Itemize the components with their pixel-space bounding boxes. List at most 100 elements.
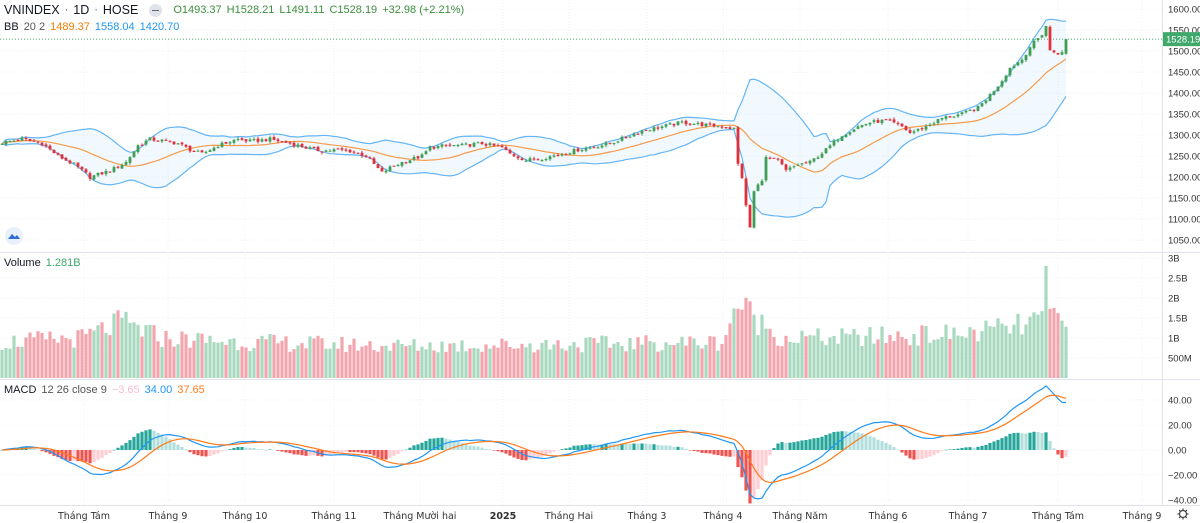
candle-body — [456, 145, 460, 147]
macd-histogram-bar — [444, 438, 448, 450]
macd-histogram-bar — [792, 442, 796, 450]
macd-histogram-bar — [400, 450, 404, 452]
candle — [680, 119, 684, 124]
candle-body — [668, 123, 672, 125]
candle — [284, 140, 288, 144]
macd-histogram-bar — [132, 436, 136, 450]
macd-histogram-bar — [476, 446, 480, 450]
macd-histogram-bar — [288, 450, 292, 454]
macd-histogram-bar — [848, 431, 852, 450]
candle — [472, 141, 476, 148]
candle-body — [852, 129, 856, 132]
macd-histogram-bar — [452, 440, 456, 450]
candle — [292, 141, 296, 148]
logo-icon[interactable] — [5, 227, 23, 245]
candle — [692, 123, 696, 125]
volume-bar — [20, 346, 24, 378]
candle — [64, 156, 68, 162]
volume-bar — [440, 341, 444, 378]
volume-bar — [400, 343, 404, 378]
candle — [808, 159, 812, 166]
candle-body — [476, 142, 480, 144]
bb-legend[interactable]: BB 20 2 1489.37 1558.04 1420.70 — [4, 21, 179, 33]
candle-body — [840, 136, 844, 141]
volume-bar — [32, 337, 36, 378]
settings-gear-icon[interactable] — [1177, 508, 1189, 520]
candle — [952, 116, 956, 118]
macd-histogram-bar — [968, 447, 972, 450]
volume-bar — [428, 342, 432, 378]
candle — [624, 136, 628, 139]
candle — [300, 143, 304, 148]
candle — [584, 146, 588, 153]
volume-bar — [476, 348, 480, 378]
macd-histogram-bar — [568, 447, 572, 450]
candle — [664, 123, 668, 129]
volume-bar — [564, 350, 568, 378]
candle — [804, 161, 808, 164]
candle-body — [532, 158, 536, 160]
macd-histogram-bar — [372, 450, 376, 456]
macd-histogram-bar — [1012, 433, 1016, 450]
macd-histogram-bar — [788, 442, 792, 450]
macd-legend[interactable]: MACD 12 26 close 9 −3.65 34.00 37.65 — [4, 384, 205, 396]
candle-body — [1052, 50, 1056, 53]
macd-histogram-bar — [240, 447, 244, 450]
volume-bar — [48, 331, 52, 378]
candle-body — [988, 94, 992, 102]
candle — [984, 100, 988, 105]
volume-bar — [84, 333, 88, 378]
candle — [192, 150, 196, 153]
candle-body — [20, 137, 24, 141]
candle — [780, 158, 784, 166]
macd-histogram-bar — [1044, 432, 1048, 450]
volume-bar — [632, 349, 636, 378]
candle — [400, 161, 404, 168]
candle-body — [480, 142, 484, 145]
macd-histogram-bar — [984, 444, 988, 450]
macd-histogram-bar — [816, 437, 820, 450]
macd-histogram-bar — [104, 450, 108, 456]
macd-histogram-bar — [852, 432, 856, 450]
volume-bar — [144, 325, 148, 378]
volume-bar — [1040, 311, 1044, 378]
volume-bar — [140, 336, 144, 378]
collapse-legend-button[interactable] — [149, 3, 163, 17]
volume-bar — [392, 342, 396, 378]
candle-body — [360, 152, 364, 156]
ohlc-high: H1528.21 — [226, 4, 275, 16]
macd-histogram-bar — [1052, 448, 1056, 450]
candle-body — [144, 140, 148, 145]
macd-histogram-bar — [324, 450, 328, 456]
candle-body — [560, 154, 564, 156]
volume-bar — [88, 328, 92, 378]
candle — [764, 155, 768, 183]
macd-histogram-bar — [872, 437, 876, 450]
macd-histogram-bar — [772, 448, 776, 450]
interval[interactable]: 1D — [73, 3, 90, 17]
candle — [1020, 57, 1024, 65]
candle — [372, 156, 376, 165]
candle — [732, 127, 736, 130]
macd-histogram-bar — [808, 439, 812, 450]
volume-bar — [916, 345, 920, 378]
candle-body — [620, 136, 624, 141]
volume-bar — [224, 344, 228, 378]
candle — [204, 150, 208, 155]
candle — [88, 171, 92, 181]
candle-body — [692, 123, 696, 125]
volume-bar — [212, 342, 216, 378]
volume-bar — [348, 344, 352, 378]
macd-histogram-bar — [828, 433, 832, 450]
volume-legend[interactable]: Volume 1.281B — [4, 257, 81, 269]
volume-bar — [664, 342, 668, 378]
candle-body — [536, 159, 540, 161]
candle-body — [524, 160, 528, 162]
candle — [496, 143, 500, 147]
candle-body — [452, 144, 456, 146]
volume-bar — [192, 340, 196, 378]
candle — [60, 153, 64, 160]
ohlc-close: C1528.19 — [329, 4, 378, 16]
candle-body — [1036, 38, 1040, 41]
